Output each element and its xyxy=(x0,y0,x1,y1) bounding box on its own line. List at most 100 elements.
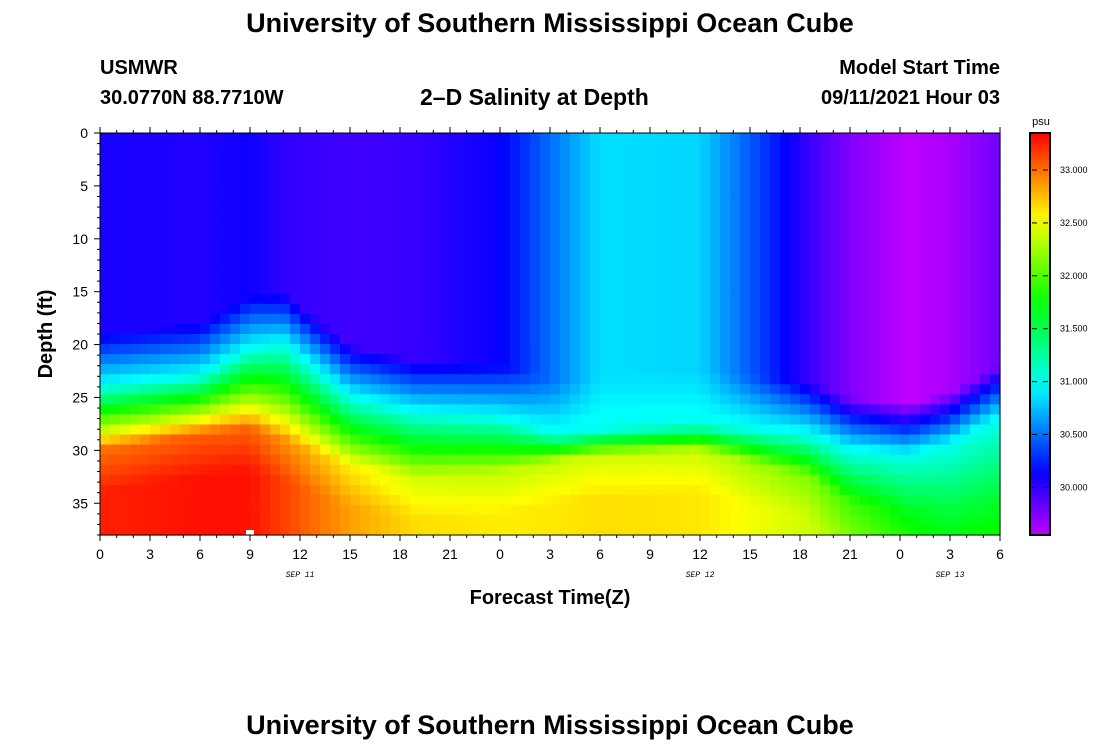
heatmap-cell xyxy=(800,133,811,144)
heatmap-cell xyxy=(760,153,771,164)
heatmap-cell xyxy=(100,203,111,214)
heatmap-cell xyxy=(150,494,161,506)
heatmap-cell xyxy=(270,334,281,345)
heatmap-cell xyxy=(380,354,391,365)
heatmap-cell xyxy=(110,344,121,355)
heatmap-cell xyxy=(770,293,781,305)
heatmap-cell xyxy=(560,263,571,275)
heatmap-cell xyxy=(160,404,171,415)
heatmap-cell xyxy=(340,464,351,476)
heatmap-cell xyxy=(250,253,261,265)
heatmap-cell xyxy=(400,183,411,194)
heatmap-cell xyxy=(200,444,211,456)
heatmap-cell xyxy=(260,253,271,265)
heatmap-cell xyxy=(100,344,111,355)
heatmap-cell xyxy=(850,173,861,184)
heatmap-cell xyxy=(110,213,121,225)
heatmap-cell xyxy=(960,464,971,476)
heatmap-cell xyxy=(500,173,511,184)
heatmap-cell xyxy=(510,133,521,144)
heatmap-cell xyxy=(750,223,761,235)
heatmap-cell xyxy=(310,414,321,426)
heatmap-cell xyxy=(540,464,551,476)
heatmap-cell xyxy=(100,374,111,385)
heatmap-cell xyxy=(620,474,631,486)
heatmap-cell xyxy=(870,414,881,426)
heatmap-cell xyxy=(950,143,961,154)
heatmap-cell xyxy=(610,484,621,496)
heatmap-cell xyxy=(590,213,601,225)
heatmap-cell xyxy=(350,153,361,164)
heatmap-cell xyxy=(210,334,221,345)
heatmap-cell xyxy=(570,334,581,345)
heatmap-cell xyxy=(950,464,961,476)
heatmap-cell xyxy=(230,484,241,496)
heatmap-cell xyxy=(780,233,791,245)
heatmap-cell xyxy=(720,484,731,496)
heatmap-cell xyxy=(690,484,701,496)
heatmap-cell xyxy=(350,303,361,315)
heatmap-cell xyxy=(790,364,801,375)
heatmap-cell xyxy=(360,444,371,456)
heatmap-cell xyxy=(390,524,401,536)
heatmap-cell xyxy=(530,374,541,385)
heatmap-cell xyxy=(800,444,811,456)
heatmap-cell xyxy=(460,243,471,255)
heatmap-cell xyxy=(990,344,1001,355)
heatmap-cell xyxy=(390,434,401,446)
heatmap-cell xyxy=(100,464,111,476)
heatmap-cell xyxy=(820,173,831,184)
heatmap-cell xyxy=(670,434,681,446)
model-start-label: Model Start Time xyxy=(839,57,1000,79)
heatmap-cell xyxy=(410,444,421,456)
heatmap-cell xyxy=(780,504,791,516)
heatmap-cell xyxy=(820,233,831,245)
heatmap-cell xyxy=(630,213,641,225)
heatmap-cell xyxy=(310,193,321,204)
heatmap-cell xyxy=(350,404,361,415)
heatmap-cell xyxy=(900,143,911,154)
heatmap-cell xyxy=(580,404,591,415)
heatmap-cell xyxy=(910,183,921,194)
heatmap-cell xyxy=(770,364,781,375)
heatmap-cell xyxy=(190,293,201,305)
heatmap-cell xyxy=(830,143,841,154)
heatmap-cell xyxy=(180,223,191,235)
heatmap-cell xyxy=(920,253,931,265)
heatmap-cell xyxy=(550,374,561,385)
heatmap-cell xyxy=(310,133,321,144)
heatmap-cell xyxy=(100,514,111,526)
heatmap-cell xyxy=(370,394,381,405)
heatmap-cell xyxy=(990,243,1001,255)
heatmap-cell xyxy=(130,424,141,436)
heatmap-cell xyxy=(910,153,921,164)
heatmap-cell xyxy=(730,263,741,275)
heatmap-cell xyxy=(190,153,201,164)
heatmap-cell xyxy=(660,273,671,285)
heatmap-cell xyxy=(690,334,701,345)
heatmap-cell xyxy=(320,273,331,285)
heatmap-cell xyxy=(960,414,971,426)
heatmap-cell xyxy=(110,273,121,285)
heatmap-cell xyxy=(390,163,401,174)
heatmap-cell xyxy=(890,494,901,506)
heatmap-cell xyxy=(430,464,441,476)
heatmap-cell xyxy=(160,223,171,235)
heatmap-cell xyxy=(500,263,511,275)
heatmap-cell xyxy=(850,454,861,466)
heatmap-cell xyxy=(100,524,111,536)
heatmap-cell xyxy=(450,334,461,345)
heatmap-cell xyxy=(930,313,941,325)
heatmap-cell xyxy=(670,374,681,385)
heatmap-cell xyxy=(450,364,461,375)
heatmap-cell xyxy=(670,484,681,496)
heatmap-cell xyxy=(140,404,151,415)
heatmap-cell xyxy=(240,404,251,415)
heatmap-cell xyxy=(830,334,841,345)
heatmap-cell xyxy=(440,334,451,345)
heatmap-cell xyxy=(490,464,501,476)
heatmap-cell xyxy=(340,303,351,315)
heatmap-cell xyxy=(630,183,641,194)
heatmap-cell xyxy=(660,524,671,536)
